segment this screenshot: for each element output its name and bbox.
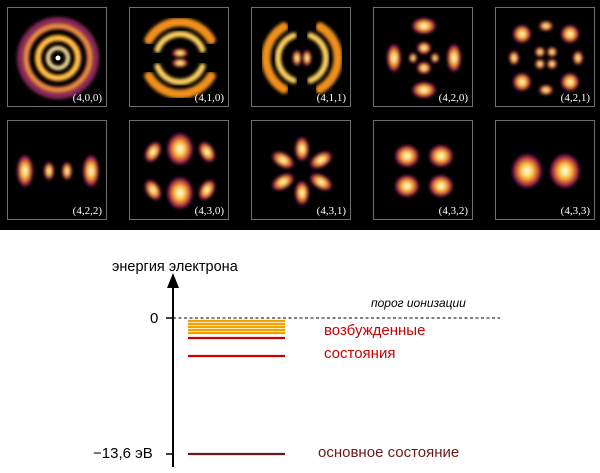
quantum-numbers-label: (4,2,1) — [560, 92, 590, 104]
orbital-tile: (4,1,0) — [129, 7, 229, 107]
orbital-tile: (4,3,2) — [373, 120, 473, 220]
orbital-density-plot — [395, 145, 453, 197]
orbital-tile: (4,3,0) — [129, 120, 229, 220]
quantum-numbers-label: (4,3,3) — [560, 205, 590, 217]
ground-state-label: основное состояние — [318, 444, 460, 461]
orbital-tile: (4,2,1) — [495, 7, 595, 107]
orbital-tile: (4,0,0) — [7, 7, 107, 107]
orbital-tile: (4,2,0) — [373, 7, 473, 107]
excited-states-label-line2: состояния — [324, 345, 396, 362]
orbital-tile: (4,3,1) — [251, 120, 351, 220]
orbital-density-plot — [509, 21, 583, 95]
excited-states-label-line1: возбужденные — [324, 322, 426, 339]
orbital-density-plot — [261, 22, 343, 94]
quantum-numbers-label: (4,1,0) — [194, 92, 224, 104]
orbital-grid: (4,0,0) (4,1,0) (4,1,1) (4,2,0) (4,2,1) (4,2,… — [0, 0, 600, 230]
quantum-numbers-label: (4,2,0) — [438, 92, 468, 104]
energy-axis-arrowhead — [167, 273, 179, 288]
energy-diagram: энергия электрона порог ионизации 0 −13,… — [0, 230, 600, 473]
orbital-tile: (4,3,3) — [495, 120, 595, 220]
ionization-threshold-label: порог ионизации — [371, 296, 466, 310]
quantum-numbers-label: (4,3,0) — [194, 205, 224, 217]
orbital-density-plot — [387, 18, 461, 98]
quantum-numbers-label: (4,2,2) — [72, 205, 102, 217]
orbital-density-plot — [144, 17, 216, 99]
quantum-numbers-label: (4,0,0) — [72, 92, 102, 104]
ground-energy-value: −13,6 эВ — [93, 445, 153, 462]
orbital-tile: (4,1,1) — [251, 7, 351, 107]
quantum-numbers-label: (4,1,1) — [316, 92, 346, 104]
zero-energy-label: 0 — [150, 310, 159, 327]
orbital-density-plot — [144, 133, 216, 209]
orbital-density-plot — [512, 154, 580, 188]
energy-levels — [188, 319, 285, 456]
orbital-density-plot — [17, 155, 99, 187]
orbital-tile: (4,2,2) — [7, 120, 107, 220]
energy-level-plot — [166, 273, 500, 467]
orbital-density-plot — [271, 137, 333, 205]
quantum-numbers-label: (4,3,1) — [316, 205, 346, 217]
quantum-numbers-label: (4,3,2) — [438, 205, 468, 217]
axis-title: энергия электрона — [112, 259, 238, 275]
orbital-density-plot — [17, 17, 99, 99]
